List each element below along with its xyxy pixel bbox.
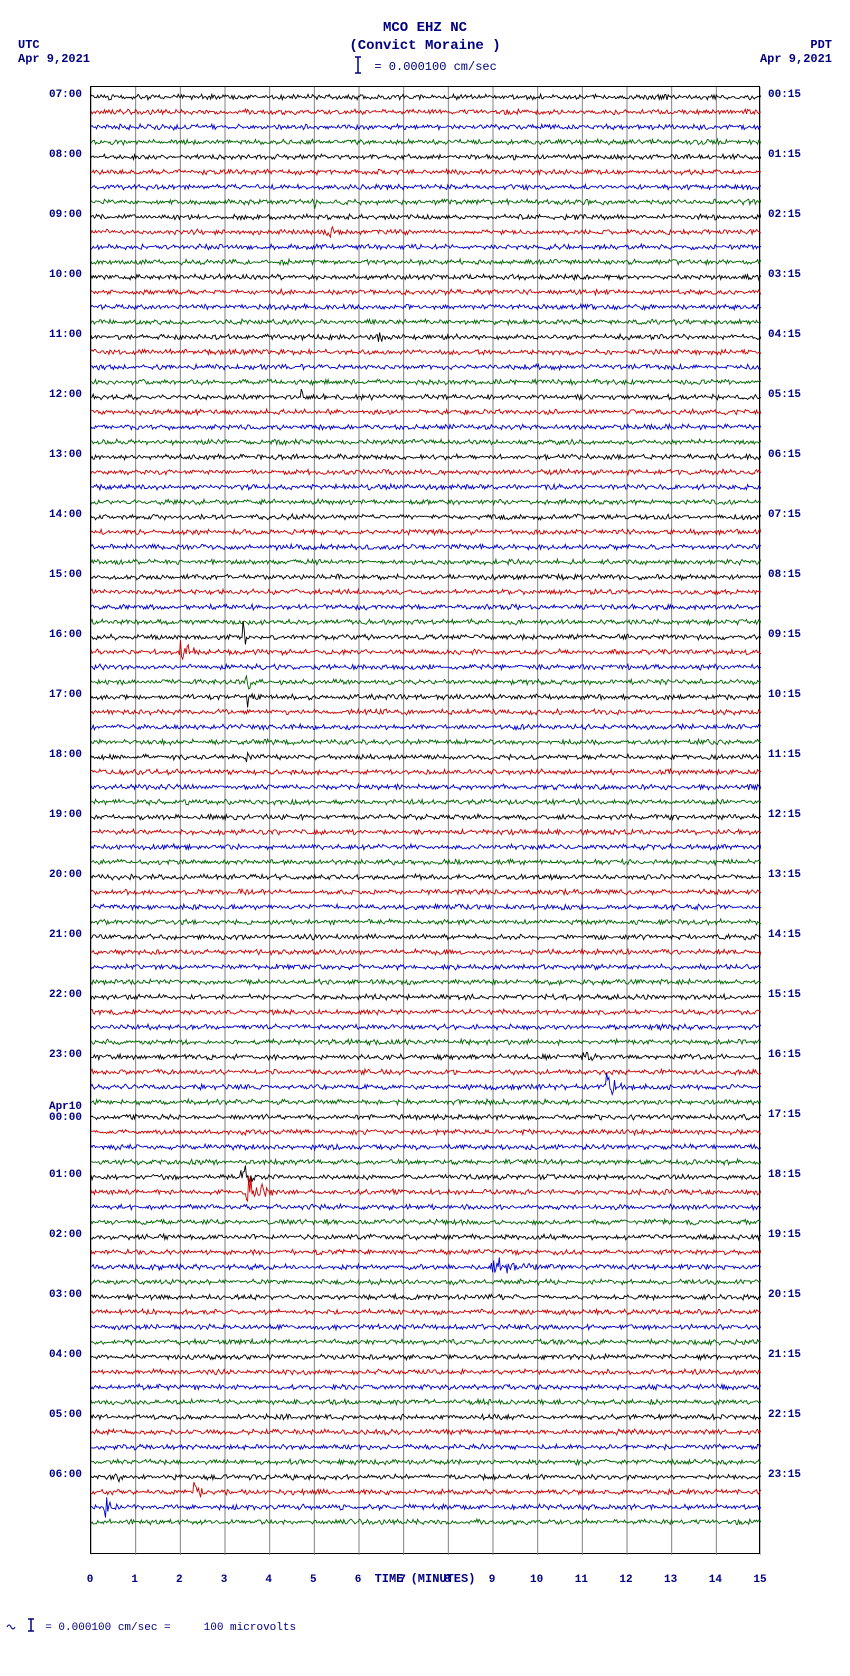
right-time-label: 20:15 xyxy=(768,1289,801,1301)
tz-right: PDT xyxy=(810,38,832,52)
right-time-label: 19:15 xyxy=(768,1229,801,1241)
right-time-label: 11:15 xyxy=(768,749,801,761)
left-time-label: 04:00 xyxy=(49,1349,82,1361)
right-time-label: 15:15 xyxy=(768,989,801,1001)
right-time-label: 02:15 xyxy=(768,209,801,221)
left-time-label: 08:00 xyxy=(49,149,82,161)
right-time-label: 22:15 xyxy=(768,1409,801,1421)
right-time-label: 09:15 xyxy=(768,629,801,641)
left-time-label: Apr1000:00 xyxy=(49,1102,82,1124)
x-tick: 1 xyxy=(131,1574,138,1586)
left-time-label: 18:00 xyxy=(49,749,82,761)
left-time-label: 19:00 xyxy=(49,809,82,821)
left-time-label: 20:00 xyxy=(49,869,82,881)
right-time-label: 17:15 xyxy=(768,1109,801,1121)
x-tick: 3 xyxy=(221,1574,228,1586)
left-time-label: 22:00 xyxy=(49,989,82,1001)
station-title: MCO EHZ NC xyxy=(0,20,850,36)
date-right: Apr 9,2021 xyxy=(760,52,832,66)
x-tick: 15 xyxy=(753,1574,766,1586)
left-time-label: 02:00 xyxy=(49,1229,82,1241)
x-tick: 12 xyxy=(619,1574,632,1586)
left-time-label: 23:00 xyxy=(49,1049,82,1061)
right-time-label: 18:15 xyxy=(768,1169,801,1181)
left-time-label: 03:00 xyxy=(49,1289,82,1301)
x-tick: 7 xyxy=(399,1574,406,1586)
x-tick: 6 xyxy=(355,1574,362,1586)
footer-scale: = 0.000100 cm/sec = 100 microvolts xyxy=(0,1612,850,1636)
footer-text-left: = 0.000100 cm/sec = xyxy=(45,1622,170,1634)
scale-note-text: = 0.000100 cm/sec xyxy=(374,60,496,74)
x-tick: 13 xyxy=(664,1574,677,1586)
x-tick: 11 xyxy=(575,1574,588,1586)
left-time-label: 17:00 xyxy=(49,689,82,701)
right-time-label: 16:15 xyxy=(768,1049,801,1061)
x-tick: 10 xyxy=(530,1574,543,1586)
scale-note: = 0.000100 cm/sec xyxy=(0,56,850,78)
right-time-label: 07:15 xyxy=(768,509,801,521)
right-time-label: 23:15 xyxy=(768,1469,801,1481)
left-time-label: 21:00 xyxy=(49,929,82,941)
x-tick: 9 xyxy=(489,1574,496,1586)
left-time-label: 01:00 xyxy=(49,1169,82,1181)
left-time-label: 05:00 xyxy=(49,1409,82,1421)
right-time-label: 10:15 xyxy=(768,689,801,701)
heliplot xyxy=(90,86,760,1554)
right-time-label: 06:15 xyxy=(768,449,801,461)
station-subtitle: (Convict Moraine ) xyxy=(0,38,850,54)
left-time-label: 09:00 xyxy=(49,209,82,221)
x-axis-label: TIME (MINUTES) xyxy=(35,1572,815,1586)
right-time-label: 00:15 xyxy=(768,89,801,101)
right-time-label: 21:15 xyxy=(768,1349,801,1361)
left-time-label: 16:00 xyxy=(49,629,82,641)
right-time-label: 08:15 xyxy=(768,569,801,581)
right-time-label: 12:15 xyxy=(768,809,801,821)
x-tick: 8 xyxy=(444,1574,451,1586)
left-time-label: 13:00 xyxy=(49,449,82,461)
date-left: Apr 9,2021 xyxy=(18,52,90,66)
x-tick: 4 xyxy=(265,1574,272,1586)
left-time-label: 11:00 xyxy=(49,329,82,341)
left-time-label: 15:00 xyxy=(49,569,82,581)
right-time-label: 01:15 xyxy=(768,149,801,161)
left-time-label: 10:00 xyxy=(49,269,82,281)
left-time-label: 07:00 xyxy=(49,89,82,101)
right-time-label: 13:15 xyxy=(768,869,801,881)
x-tick: 5 xyxy=(310,1574,317,1586)
x-tick: 14 xyxy=(709,1574,722,1586)
right-time-label: 04:15 xyxy=(768,329,801,341)
x-axis: TIME (MINUTES) 0123456789101112131415 xyxy=(35,1572,815,1612)
left-time-label: 12:00 xyxy=(49,389,82,401)
tz-left: UTC xyxy=(18,38,40,52)
right-time-label: 05:15 xyxy=(768,389,801,401)
right-time-label: 14:15 xyxy=(768,929,801,941)
x-tick: 2 xyxy=(176,1574,183,1586)
left-time-label: 06:00 xyxy=(49,1469,82,1481)
x-tick: 0 xyxy=(87,1574,94,1586)
right-time-label: 03:15 xyxy=(768,269,801,281)
left-time-label: 14:00 xyxy=(49,509,82,521)
footer-text-right: 100 microvolts xyxy=(204,1622,296,1634)
